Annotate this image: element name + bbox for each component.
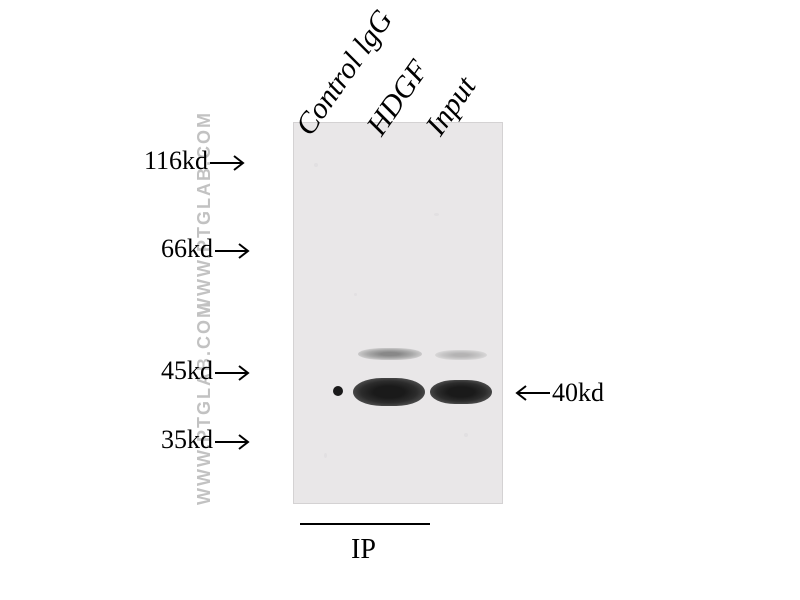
mw-text: 45kd xyxy=(161,356,213,385)
noise-speck xyxy=(324,453,327,458)
western-blot-figure: WWW.PTGLAB.COM WWW.PTGLAB.COM 116kd 66kd… xyxy=(0,0,800,600)
mw-label-35kd: 35kd xyxy=(161,425,257,455)
artifact-dot xyxy=(333,386,343,396)
blot-membrane xyxy=(293,122,503,504)
arrow-right-icon xyxy=(213,242,257,260)
ip-bracket-line xyxy=(300,523,430,525)
mw-label-116kd: 116kd xyxy=(144,146,252,176)
watermark-top: WWW.PTGLAB.COM xyxy=(194,111,215,315)
mw-text: 66kd xyxy=(161,234,213,263)
noise-speck xyxy=(434,213,439,216)
band-hdgf-main xyxy=(353,378,425,406)
band-hdgf-upper-faint xyxy=(358,348,422,360)
arrow-right-icon xyxy=(208,154,252,172)
target-text: 40kd xyxy=(552,378,604,408)
target-label-40kd: 40kd xyxy=(508,378,604,408)
mw-label-66kd: 66kd xyxy=(161,234,257,264)
mw-text: 116kd xyxy=(144,146,208,175)
noise-speck xyxy=(464,433,468,437)
mw-label-45kd: 45kd xyxy=(161,356,257,386)
arrow-right-icon xyxy=(213,364,257,382)
noise-speck xyxy=(314,163,318,167)
arrow-right-icon xyxy=(213,433,257,451)
band-input-upper-faint xyxy=(435,350,487,360)
watermark-bottom: WWW.PTGLAB.COM xyxy=(194,301,215,505)
arrow-left-icon xyxy=(508,384,552,402)
ip-label: IP xyxy=(351,534,376,566)
mw-text: 35kd xyxy=(161,425,213,454)
band-input-main xyxy=(430,380,492,404)
noise-speck xyxy=(354,293,357,296)
